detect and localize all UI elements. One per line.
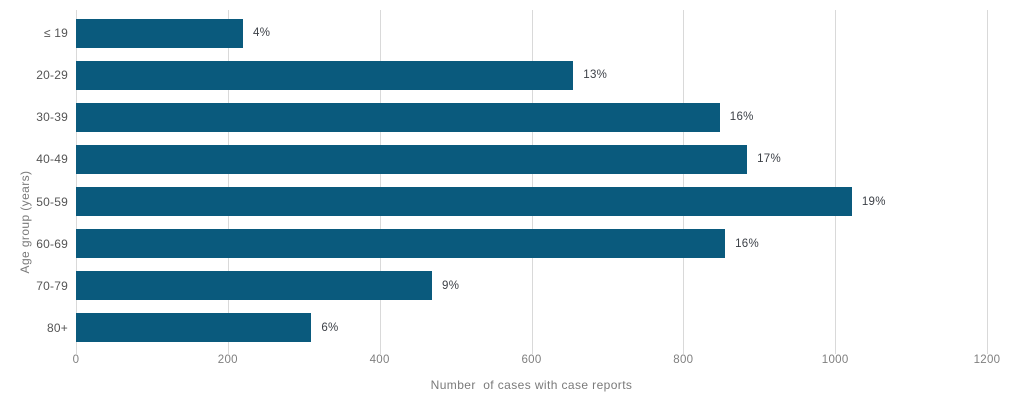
bar-value-label-70-79: 9% (442, 279, 460, 292)
y-category-label-70-79: 70-79 (36, 278, 68, 293)
bar-60-69[interactable] (76, 229, 726, 259)
y-category-label-≤ 19: ≤ 19 (43, 26, 68, 41)
x-axis-tick-600 (531, 349, 533, 354)
x-tick-label-200: 200 (217, 354, 238, 366)
gridline-1000 (835, 10, 837, 349)
bar-70-79[interactable] (76, 271, 433, 301)
x-axis-tick-200 (227, 349, 229, 354)
x-tick-label-400: 400 (369, 354, 390, 366)
bar-value-label-80+: 6% (321, 321, 339, 334)
y-category-label-50-59: 50-59 (36, 194, 68, 209)
gridline-1200 (987, 10, 988, 349)
y-category-label-60-69: 60-69 (36, 236, 68, 251)
x-axis-tick-0 (76, 349, 77, 354)
bar-80+[interactable] (76, 313, 312, 343)
bar-value-label-40-49: 17% (757, 153, 782, 166)
bar-value-label-20-29: 13% (583, 69, 608, 82)
bar-value-label-50-59: 19% (861, 195, 886, 208)
bar-30-39[interactable] (76, 102, 720, 132)
x-axis-tick-800 (683, 349, 685, 354)
y-category-label-80+: 80+ (47, 320, 68, 335)
bar-≤ 19[interactable] (76, 18, 244, 48)
gridline-400 (379, 10, 381, 349)
y-category-label-40-49: 40-49 (36, 152, 68, 167)
gridline-0 (76, 10, 77, 349)
bar-value-label-60-69: 16% (735, 237, 759, 250)
y-category-label-30-39: 30-39 (36, 110, 68, 125)
bar-50-59[interactable] (76, 187, 852, 217)
x-axis-tick-400 (379, 349, 381, 354)
gridline-600 (531, 10, 533, 349)
bar-40-49[interactable] (76, 144, 748, 174)
bar-value-label-30-39: 16% (729, 111, 754, 124)
x-tick-label-1000: 1000 (821, 354, 849, 366)
bar-value-label-≤ 19: 4% (253, 27, 271, 40)
y-category-label-20-29: 20-29 (36, 68, 68, 83)
gridline-200 (227, 10, 229, 349)
x-tick-label-800: 800 (673, 354, 694, 366)
bar-20-29[interactable] (76, 60, 574, 90)
gridline-800 (683, 10, 685, 349)
x-tick-label-1200: 1200 (973, 354, 1001, 366)
x-axis-tick-1000 (835, 349, 837, 354)
x-tick-label-0: 0 (72, 354, 80, 366)
x-axis-tick-1200 (987, 349, 988, 354)
x-tick-label-600: 600 (521, 354, 542, 366)
x-axis-title: Number of cases with case reports (430, 378, 633, 392)
